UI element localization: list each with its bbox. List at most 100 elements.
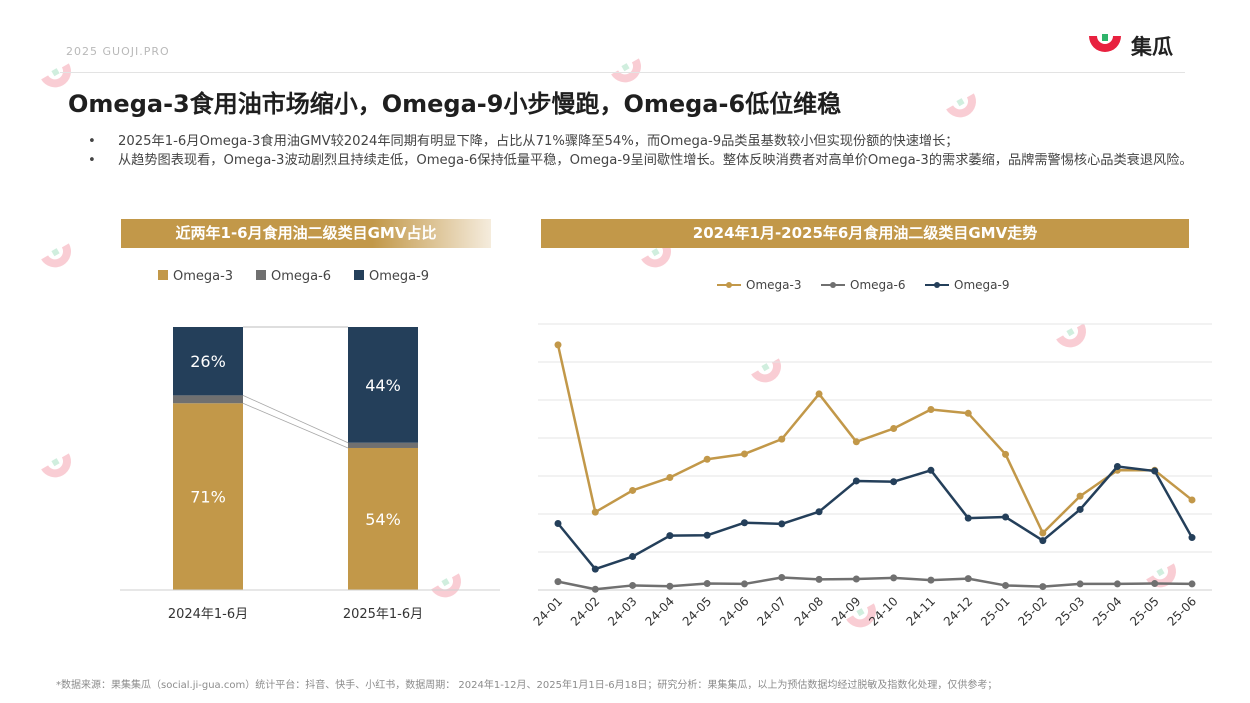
data-point: [1002, 513, 1010, 521]
data-point: [740, 519, 748, 527]
x-tick-label: 24-10: [866, 594, 901, 629]
x-tick-label: 25-02: [1015, 594, 1050, 629]
legend-item: Omega-9: [354, 269, 429, 284]
watermark-logo-icon: [430, 570, 490, 614]
legend-marker: [726, 282, 732, 288]
legend-label: Omega-3: [746, 278, 801, 292]
jigua-logo-icon: [1089, 34, 1121, 52]
watermark-logo-icon: [1055, 320, 1115, 364]
legend-swatch: [158, 270, 168, 280]
watermark-logo-icon: [750, 355, 810, 399]
data-point: [554, 341, 562, 349]
data-point: [1039, 583, 1047, 591]
data-point: [1151, 467, 1159, 475]
data-point: [815, 575, 823, 583]
data-point: [1039, 529, 1047, 537]
legend-label: Omega-6: [271, 269, 331, 284]
summary-bullets: • 2025年1-6月Omega-3食用油GMV较2024年同期有明显下降，占比…: [88, 133, 1198, 171]
data-point: [964, 409, 972, 417]
data-point: [666, 474, 674, 482]
x-tick-label: 24-02: [568, 594, 603, 629]
data-point: [554, 578, 562, 586]
x-tick-label: 25-01: [978, 594, 1013, 629]
series-line: [557, 576, 1193, 591]
x-tick-label: 24-06: [717, 594, 752, 629]
data-point: [890, 478, 898, 486]
legend-label: Omega-9: [954, 278, 1009, 292]
bullet-text: 2025年1-6月Omega-3食用油GMV较2024年同期有明显下降，占比从7…: [118, 134, 959, 149]
x-tick-label: 25-06: [1165, 594, 1200, 629]
bar-segment: [348, 447, 418, 590]
data-point: [740, 450, 748, 458]
data-point: [666, 532, 674, 540]
watermark-logo-icon: [640, 240, 700, 284]
data-point: [629, 553, 637, 561]
data-point: [778, 435, 786, 443]
data-point: [852, 477, 860, 485]
data-point: [1076, 505, 1084, 513]
data-point: [927, 576, 935, 584]
legend-item: Omega-3: [158, 269, 233, 284]
bar-segment: [348, 327, 418, 443]
data-point: [852, 575, 860, 583]
x-tick-label: 25-05: [1127, 594, 1162, 629]
data-point: [927, 466, 935, 474]
data-point: [1039, 537, 1047, 545]
watermark-logo-icon: [40, 60, 100, 104]
data-point: [1151, 580, 1159, 588]
data-point: [703, 455, 711, 463]
legend-item: Omega-6: [821, 278, 905, 292]
data-point: [591, 508, 599, 516]
watermark-logo-icon: [945, 90, 1005, 134]
x-tick-label: 25-04: [1090, 594, 1125, 629]
x-tick-label: 24-09: [829, 594, 864, 629]
data-point: [890, 425, 898, 432]
data-point: [964, 514, 972, 522]
data-point: [1113, 580, 1121, 588]
x-tick-label: 24-05: [680, 594, 715, 629]
data-point: [1188, 496, 1196, 504]
data-point: [1076, 580, 1084, 588]
x-tick-label: 24-04: [642, 594, 677, 629]
x-tick-label: 2025年1-6月: [343, 607, 423, 622]
legend-label: Omega-9: [369, 269, 429, 284]
data-point: [740, 580, 748, 588]
bullet-marker: •: [88, 134, 96, 149]
data-point: [703, 580, 711, 588]
x-tick-label: 24-07: [754, 594, 789, 629]
x-tick-label: 2024年1-6月: [168, 607, 248, 622]
bullet-marker: •: [88, 153, 96, 168]
share-chart-title: 近两年1-6月食用油二级类目GMV占比: [121, 219, 491, 248]
bar-segment: [173, 327, 243, 396]
legend-label: Omega-3: [173, 269, 233, 284]
bullet-text: 从趋势图表现看，Omega-3波动剧烈且持续走低，Omega-6保持低量平稳，O…: [118, 153, 1193, 168]
data-point: [778, 573, 786, 581]
watermark-logo-icon: [845, 600, 905, 644]
bar-segment: [173, 395, 243, 404]
x-tick-label: 25-03: [1053, 594, 1088, 629]
bar-segment: [173, 403, 243, 590]
year-brand-label: 2025 GUOJI.PRO: [66, 45, 170, 58]
connector-line: [242, 395, 349, 444]
trend-line-chart: Omega-3 Omega-6 Omega-924-01 24-02 24-03 24-0…: [531, 278, 1212, 629]
data-point: [815, 508, 823, 516]
share-stacked-bar-chart: Omega-3 Omega-6 Omega-9 71% 26% 2024年1-6月 54% 4…: [120, 269, 500, 622]
data-point: [927, 406, 935, 413]
bar-segment: [348, 442, 418, 448]
data-point: [666, 582, 674, 590]
data-point: [815, 390, 823, 398]
bar-data-label: 26%: [190, 352, 226, 371]
bar-data-label: 54%: [365, 510, 401, 529]
x-tick-label: 24-11: [904, 594, 939, 629]
x-tick-label: 24-03: [605, 594, 640, 629]
data-point: [1002, 450, 1010, 458]
data-point: [890, 574, 898, 582]
data-point: [1113, 463, 1121, 470]
summary-bullet: • 从趋势图表现看，Omega-3波动剧烈且持续走低，Omega-6保持低量平稳…: [88, 152, 1198, 170]
data-point: [629, 581, 637, 589]
data-point: [1188, 580, 1196, 588]
data-source-footnote: *数据来源：果集集瓜（social.ji-gua.com）统计平台：抖音、快手、…: [56, 680, 998, 691]
legend-item: Omega-3: [717, 278, 801, 292]
brand-logo: 集瓜: [1083, 28, 1183, 62]
x-tick-label: 24-01: [531, 594, 566, 629]
